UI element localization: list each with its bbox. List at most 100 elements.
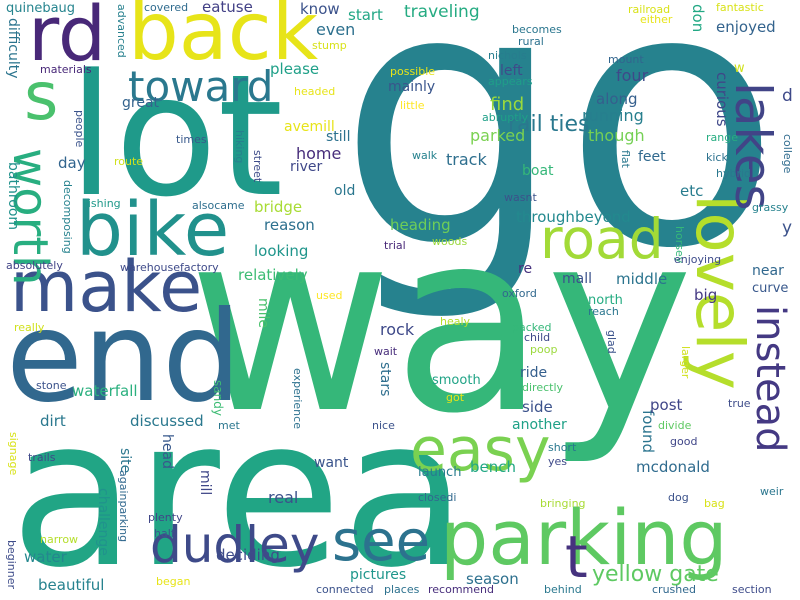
cloud-word: little — [400, 99, 425, 112]
cloud-word: yellow gate — [592, 562, 719, 587]
cloud-word: stone — [36, 379, 67, 392]
cloud-word: kick — [706, 151, 728, 164]
cloud-word: signage — [7, 432, 20, 476]
cloud-word: mainly — [388, 79, 436, 95]
cloud-word: directly — [522, 381, 564, 394]
cloud-word: see — [332, 509, 431, 574]
cloud-word: possible — [390, 65, 436, 78]
cloud-word: crushed — [652, 583, 696, 596]
cloud-word: feet — [638, 149, 666, 165]
cloud-word: lot — [68, 38, 284, 234]
cloud-word: hiking — [233, 130, 246, 164]
cloud-word: beautiful — [38, 576, 105, 594]
cloud-word: divide — [658, 419, 692, 432]
cloud-word: behind — [544, 583, 582, 596]
cloud-word: times — [176, 133, 207, 146]
cloud-word: recommend — [428, 583, 494, 596]
cloud-word: stars — [377, 362, 393, 397]
cloud-word: short — [548, 441, 577, 454]
cloud-word: covered — [144, 1, 189, 14]
cloud-word: decomposing — [61, 180, 74, 254]
cloud-word: great — [122, 95, 160, 111]
cloud-word: mill — [197, 470, 213, 496]
cloud-word: alsocame — [192, 199, 245, 212]
cloud-word: trial — [384, 239, 406, 252]
cloud-word: day — [58, 154, 86, 172]
cloud-word: narrow — [40, 533, 79, 546]
cloud-word: big — [694, 286, 718, 304]
cloud-word: rd — [28, 0, 107, 78]
cloud-word: fishing — [84, 197, 121, 210]
cloud-word: don — [689, 4, 707, 33]
cloud-word: dog — [668, 491, 689, 504]
cloud-word: used — [316, 289, 343, 302]
cloud-word: true — [728, 397, 751, 410]
cloud-word: got — [446, 391, 465, 404]
cloud-word: along — [596, 90, 638, 108]
cloud-word: head — [159, 434, 175, 469]
cloud-word: smooth — [432, 373, 481, 388]
cloud-word: way — [188, 177, 694, 468]
cloud-word: y — [782, 218, 793, 238]
cloud-word: etc — [680, 182, 704, 200]
cloud-word: quinebaug — [6, 1, 76, 16]
cloud-word: plenty — [148, 511, 183, 524]
cloud-word: section — [732, 583, 772, 596]
cloud-word: s — [24, 58, 59, 135]
cloud-word: parking — [440, 493, 728, 582]
cloud-word: people — [73, 110, 86, 148]
cloud-word: good — [670, 435, 698, 448]
cloud-word: post — [650, 396, 683, 414]
cloud-word: bridge — [254, 198, 303, 216]
cloud-word: child — [524, 331, 551, 344]
cloud-word: ride — [520, 365, 548, 381]
cloud-word: enjoying — [674, 253, 722, 266]
cloud-word: know — [300, 0, 340, 18]
cloud-word: route — [114, 155, 144, 168]
cloud-word: bathroom — [5, 162, 21, 231]
cloud-word: traveling — [404, 2, 480, 22]
cloud-word: grassy — [752, 201, 789, 214]
cloud-word: wait — [374, 345, 398, 358]
cloud-word: challenge — [95, 488, 111, 556]
cloud-word: rock — [380, 320, 415, 339]
cloud-word: fantastic — [716, 1, 764, 14]
cloud-word: absolutely — [6, 259, 63, 272]
cloud-word: mall — [562, 271, 592, 287]
cloud-word: still — [326, 129, 351, 145]
cloud-word: found — [639, 410, 657, 453]
cloud-word: college — [781, 134, 794, 174]
cloud-word: bag — [704, 497, 725, 510]
cloud-word: walk — [412, 149, 438, 162]
cloud-word: healy — [440, 315, 471, 328]
cloud-word: half — [154, 527, 175, 540]
cloud-word: though — [588, 126, 645, 145]
cloud-word: becomes — [512, 23, 562, 36]
cloud-word: real — [268, 488, 299, 507]
cloud-word: w — [734, 61, 745, 76]
cloud-word: met — [218, 419, 240, 432]
cloud-word: relatively — [238, 266, 308, 284]
cloud-word: even — [316, 20, 356, 39]
cloud-word: old — [334, 183, 356, 199]
cloud-word: re — [518, 261, 533, 277]
cloud-word: abruptly — [482, 111, 529, 124]
cloud-word: street — [251, 150, 264, 183]
cloud-word: worth — [2, 148, 58, 286]
cloud-word: side — [522, 398, 553, 416]
cloud-word: hybrid — [716, 167, 752, 180]
cloud-word: woods — [432, 235, 468, 248]
cloud-word: advanced — [115, 4, 128, 58]
cloud-word: trails — [28, 451, 56, 464]
cloud-word: curve — [752, 281, 789, 296]
cloud-word: near — [752, 263, 784, 279]
cloud-word: reach — [588, 305, 619, 318]
cloud-word: packed — [512, 321, 552, 334]
cloud-word: end — [6, 285, 242, 430]
cloud-word: dudley — [150, 516, 320, 574]
cloud-word: closedi — [418, 491, 457, 504]
cloud-word: another — [512, 417, 567, 433]
cloud-word: really — [14, 321, 45, 334]
cloud-word: warehousefactory — [120, 261, 219, 274]
